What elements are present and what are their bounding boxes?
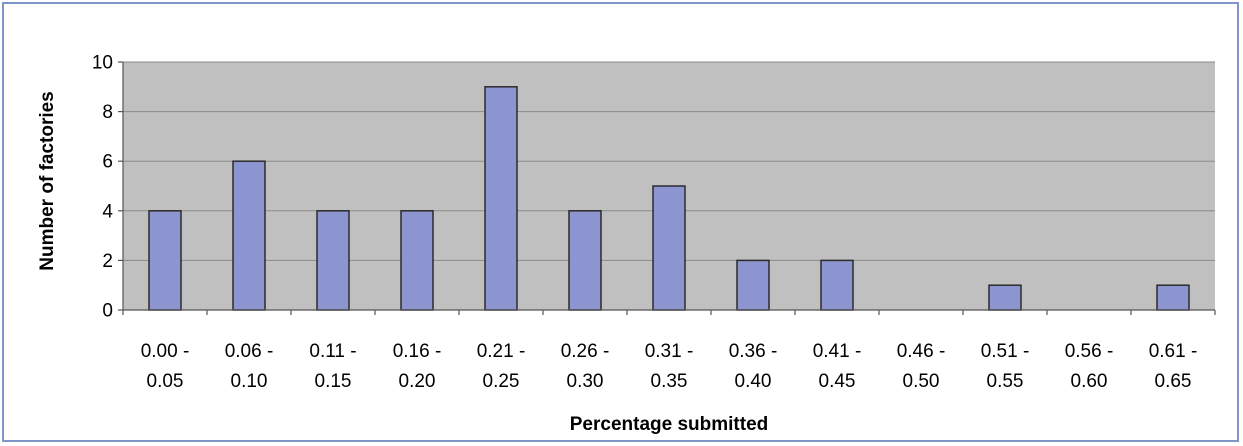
x-tick-label-11-line-0: 0.56 - — [1065, 341, 1114, 362]
y-tick-label-10: 10 — [92, 53, 113, 74]
x-tick-label-9-line-0: 0.46 - — [897, 341, 946, 362]
x-axis-title: Percentage submitted — [570, 414, 769, 435]
x-tick-label-3-line-1: 0.20 — [399, 371, 436, 392]
bar-4 — [484, 86, 518, 311]
x-tick-label-6-line-1: 0.35 — [651, 371, 688, 392]
x-tick-labels: 0.00 - 0.05 0.06 - 0.10 0.11 - 0.15 0.16 - 0.20… — [141, 341, 1198, 392]
x-tick-label-9-line-1: 0.50 — [903, 371, 940, 392]
y-tick-label-4: 4 — [102, 201, 113, 222]
x-tick-label-1-line-0: 0.06 - — [225, 341, 274, 362]
x-tick-label-5-line-0: 0.26 - — [561, 341, 610, 362]
x-tick-label-7-line-0: 0.36 - — [729, 341, 778, 362]
bar-10 — [988, 284, 1022, 311]
x-tick-label-1-line-1: 0.10 — [231, 371, 268, 392]
x-tick-label-4-line-0: 0.21 - — [477, 341, 526, 362]
x-tick-label-7-line-1: 0.40 — [735, 371, 772, 392]
x-tick-label-5-line-1: 0.30 — [567, 371, 604, 392]
x-tick-label-12-line-0: 0.61 - — [1149, 341, 1198, 362]
bar-6 — [652, 185, 686, 311]
bars — [148, 86, 1190, 311]
x-tick-label-6-line-0: 0.31 - — [645, 341, 694, 362]
y-tick-label-8: 8 — [102, 102, 113, 123]
x-tick-label-3-line-0: 0.16 - — [393, 341, 442, 362]
bar-5 — [568, 210, 602, 311]
x-tick-label-4-line-1: 0.25 — [483, 371, 520, 392]
x-tick-label-2-line-0: 0.11 - — [309, 341, 356, 362]
x-tick-label-8-line-1: 0.45 — [819, 371, 856, 392]
x-tick-label-8-line-0: 0.41 - — [813, 341, 862, 362]
y-tick-labels: 0 2 4 6 8 10 — [92, 53, 114, 322]
bar-8 — [820, 259, 854, 311]
axes — [118, 61, 1216, 315]
x-tick-label-2-line-1: 0.15 — [315, 371, 352, 392]
x-tick-label-0-line-1: 0.05 — [147, 371, 184, 392]
x-tick-label-10-line-1: 0.55 — [987, 371, 1024, 392]
y-tick-label-6: 6 — [102, 152, 113, 173]
y-tick-label-2: 2 — [102, 251, 113, 272]
x-tick-label-12-line-1: 0.65 — [1155, 371, 1192, 392]
y-tick-label-0: 0 — [102, 301, 113, 322]
bar-1 — [232, 160, 266, 311]
x-tick-label-0-line-0: 0.00 - — [141, 341, 190, 362]
bar-0 — [148, 210, 182, 311]
y-axis-title: Number of factories — [37, 91, 58, 270]
x-tick-label-11-line-1: 0.60 — [1071, 371, 1108, 392]
bar-12 — [1156, 284, 1190, 311]
bar-2 — [316, 210, 350, 311]
bar-3 — [400, 210, 434, 311]
bar-7 — [736, 259, 770, 311]
x-tick-label-10-line-0: 0.51 - — [981, 341, 1030, 362]
